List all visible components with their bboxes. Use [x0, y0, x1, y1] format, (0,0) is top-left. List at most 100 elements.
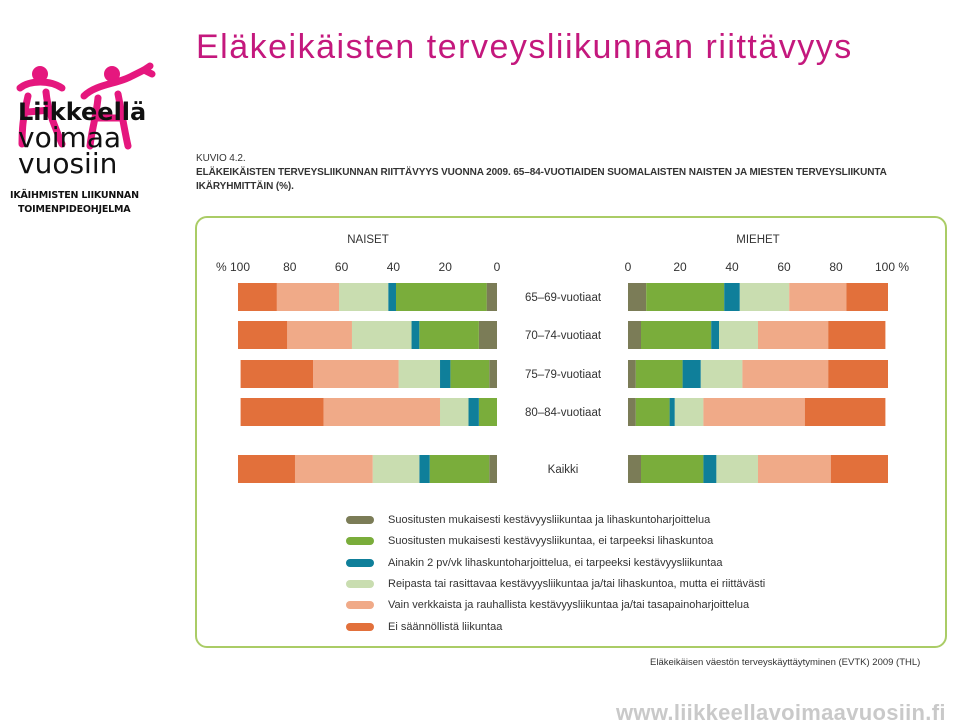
bar-naiset	[395, 283, 487, 311]
bar-miehet	[716, 455, 758, 483]
bar-naiset	[450, 360, 490, 388]
bar-miehet	[742, 360, 829, 388]
category-label: 75–79-vuotiaat	[525, 369, 602, 381]
bar-miehet	[804, 398, 886, 426]
legend-item: Reipasta tai rasittavaa kestävyysliikunt…	[346, 577, 765, 591]
bar-miehet	[711, 321, 719, 349]
website-url[interactable]: www.liikkeellavoimaavuosiin.fi	[616, 700, 946, 725]
bar-miehet	[724, 283, 740, 311]
bar-miehet	[739, 283, 790, 311]
logo-line-2: voimaa	[18, 121, 122, 154]
legend-swatch	[346, 537, 374, 546]
panel-title-naiset: NAISET	[347, 234, 389, 246]
category-label: 65–69-vuotiaat	[525, 292, 602, 304]
legend-swatch	[346, 622, 374, 631]
bar-naiset	[240, 360, 314, 388]
bar-naiset	[238, 455, 295, 483]
legend-label: Vain verkkaista ja rauhallista kestävyys…	[388, 599, 750, 612]
left-tick-label: 0	[494, 260, 501, 274]
bar-miehet	[646, 283, 725, 311]
bar-naiset	[419, 321, 479, 349]
bar-miehet	[703, 455, 717, 483]
bar-miehet	[703, 398, 805, 426]
logo-subtitle-1: IKÄIHMISTEN LIIKUNNAN	[10, 190, 139, 201]
bar-miehet	[758, 455, 831, 483]
bar-naiset	[238, 283, 277, 311]
legend-label: Suositusten mukaisesti kestävyysliikunta…	[388, 514, 711, 526]
bar-naiset	[388, 283, 396, 311]
bar-miehet	[641, 455, 704, 483]
category-label: Kaikki	[548, 464, 579, 476]
chart-panel	[195, 216, 947, 648]
bar-naiset	[429, 455, 490, 483]
bar-miehet	[635, 398, 670, 426]
legend-swatch	[346, 558, 374, 567]
bar-miehet	[700, 360, 743, 388]
bar-naiset	[287, 321, 352, 349]
bar-miehet	[674, 398, 704, 426]
left-tick-label: % 100	[216, 260, 250, 274]
logo-line-3: vuosiin	[18, 147, 118, 180]
bar-naiset	[238, 321, 288, 349]
bar-naiset	[478, 398, 497, 426]
logo-line-1: Liikkeellä	[18, 98, 147, 126]
bar-naiset	[440, 398, 469, 426]
source-note: Eläkeikäisen väestön terveyskäyttäytymin…	[650, 657, 921, 668]
bar-naiset	[419, 455, 430, 483]
logo-subtitle-2: TOIMENPIDEOHJELMA	[18, 204, 131, 215]
legend-label: Suositusten mukaisesti kestävyysliikunta…	[388, 535, 714, 548]
figure-number: KUVIO 4.2.	[196, 153, 246, 164]
figure-caption-line-2: IKÄRYHMITTÄIN (%).	[196, 181, 294, 192]
bar-miehet	[635, 360, 683, 388]
bar-naiset	[486, 283, 497, 311]
panel-title-miehet: MIEHET	[736, 234, 779, 246]
bar-naiset	[489, 360, 497, 388]
bar-miehet	[719, 321, 758, 349]
bar-naiset	[489, 455, 497, 483]
legend-label: Reipasta tai rasittavaa kestävyysliikunt…	[388, 577, 766, 590]
category-label: 80–84-vuotiaat	[525, 407, 602, 419]
legend-swatch	[346, 601, 374, 610]
bar-naiset	[372, 455, 420, 483]
left-tick-label: 20	[439, 260, 453, 274]
bar-naiset	[276, 283, 340, 311]
right-tick-label: 20	[673, 260, 687, 274]
legend-item: Vain verkkaista ja rauhallista kestävyys…	[346, 598, 749, 612]
bar-miehet	[828, 321, 886, 349]
right-tick-label: 80	[829, 260, 843, 274]
left-tick-label: 80	[283, 260, 297, 274]
bar-naiset	[411, 321, 420, 349]
legend-swatch	[346, 516, 374, 524]
bar-naiset	[240, 398, 324, 426]
bar-miehet	[628, 398, 636, 426]
bar-miehet	[628, 283, 647, 311]
bar-miehet	[828, 360, 888, 388]
right-tick-label: 40	[725, 260, 739, 274]
bar-miehet	[628, 360, 636, 388]
bar-miehet	[669, 398, 675, 426]
page-title: Eläkeikäisten terveysliikunnan riittävyy…	[196, 28, 853, 66]
legend-label: Ainakin 2 pv/vk lihaskuntoharjoittelua, …	[388, 556, 723, 569]
legend-item: Suositusten mukaisesti kestävyysliikunta…	[346, 513, 710, 527]
bar-naiset	[440, 360, 451, 388]
bar-miehet	[682, 360, 701, 388]
right-tick-label: 60	[777, 260, 791, 274]
right-tick-label: 100 %	[875, 260, 909, 274]
bar-naiset	[313, 360, 399, 388]
bar-miehet	[628, 455, 641, 483]
bar-naiset	[323, 398, 441, 426]
category-label: 70–74-vuotiaat	[525, 330, 602, 342]
legend-swatch	[346, 579, 374, 588]
bar-miehet	[758, 321, 829, 349]
legend-item: Ainakin 2 pv/vk lihaskuntoharjoittelua, …	[346, 556, 722, 570]
left-tick-label: 40	[387, 260, 401, 274]
bar-miehet	[846, 283, 888, 311]
right-tick-label: 0	[625, 260, 632, 274]
bar-naiset	[398, 360, 441, 388]
bar-naiset	[294, 455, 373, 483]
logo-figures-icon	[16, 62, 156, 150]
bar-naiset	[478, 321, 497, 349]
bar-miehet	[830, 455, 888, 483]
legend-item: Suositusten mukaisesti kestävyysliikunta…	[346, 534, 713, 548]
